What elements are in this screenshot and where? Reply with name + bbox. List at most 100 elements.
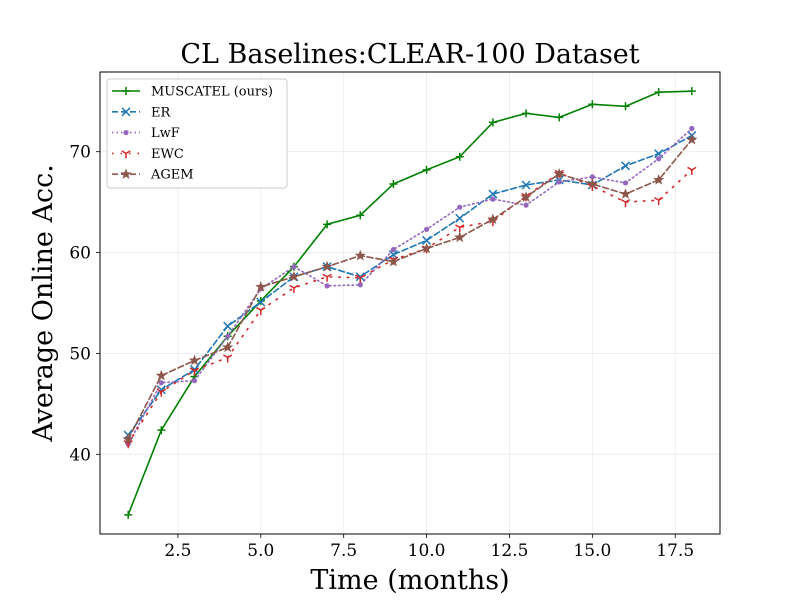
data-point-muscatel-ours	[687, 87, 696, 96]
data-point-er	[189, 365, 200, 375]
legend-item-er: ER	[112, 105, 171, 120]
data-point-agem	[255, 281, 267, 292]
data-point-agem	[222, 341, 234, 353]
data-point-lwf	[390, 246, 397, 253]
x-axis-label: Time (months)	[310, 565, 509, 596]
data-point-ewc	[322, 273, 332, 282]
data-point-agem	[487, 213, 499, 225]
x-tick-label: 17.5	[656, 541, 694, 561]
data-point-lwf	[291, 264, 297, 270]
legend-marker-ewc	[121, 150, 131, 159]
series-agem	[122, 133, 698, 444]
data-point-lwf	[191, 378, 198, 384]
data-point-ewc	[222, 354, 233, 363]
data-point-muscatel-ours	[555, 113, 564, 122]
data-point-muscatel-ours	[124, 510, 133, 519]
chart-title: CL Baselines:CLEAR-100 Dataset	[180, 39, 639, 70]
data-point-agem	[454, 231, 466, 243]
series-layer	[122, 87, 698, 519]
data-point-lwf	[490, 196, 496, 202]
legend-item-ewc: EWC	[112, 147, 184, 162]
data-point-lwf	[523, 202, 529, 208]
legend-marker-agem	[120, 168, 132, 179]
data-point-er	[355, 272, 365, 282]
x-tick-label: 5.0	[247, 541, 274, 561]
data-point-er	[422, 235, 432, 245]
plot-frame	[99, 71, 721, 535]
data-point-muscatel-ours	[488, 118, 497, 127]
legend: MUSCATEL (ours) ER LwF EWC AGEM	[106, 78, 288, 189]
data-point-agem	[321, 260, 333, 272]
data-point-agem	[188, 354, 201, 366]
gridlines	[100, 72, 720, 534]
data-point-agem	[421, 242, 433, 254]
data-point-lwf	[589, 174, 595, 180]
data-point-agem	[619, 188, 632, 199]
data-point-lwf	[556, 179, 562, 185]
data-point-agem	[288, 270, 300, 282]
series-line-ewc	[127, 169, 693, 445]
legend-label-ewc: EWC	[151, 147, 184, 162]
data-point-ewc	[620, 198, 631, 208]
data-point-agem	[520, 191, 532, 202]
series-line-agem	[127, 138, 693, 440]
data-point-er	[488, 189, 498, 199]
data-point-muscatel-ours	[522, 109, 531, 118]
data-point-lwf	[656, 156, 662, 162]
data-point-agem	[122, 433, 134, 444]
legend-label-muscatel-ours: MUSCATEL (ours)	[151, 85, 273, 100]
legend-marker-muscatel-ours	[122, 87, 130, 95]
data-point-muscatel-ours	[621, 102, 630, 111]
data-point-agem	[553, 168, 565, 179]
x-tick-label: 15.0	[573, 541, 611, 561]
data-point-agem	[686, 133, 698, 145]
data-point-muscatel-ours	[323, 220, 332, 229]
legend-item-muscatel-ours: MUSCATEL (ours)	[112, 85, 273, 100]
data-point-agem	[354, 249, 366, 261]
y-tick-label: 70	[69, 143, 91, 163]
y-axis-label: Average Online Acc.	[28, 164, 59, 443]
data-point-lwf	[689, 125, 695, 132]
x-tick-label: 2.5	[164, 541, 191, 561]
data-point-er	[455, 213, 465, 223]
data-point-agem	[586, 178, 598, 189]
y-tick-label: 60	[69, 244, 91, 264]
data-point-muscatel-ours	[356, 211, 365, 220]
series-line-lwf	[127, 127, 693, 446]
data-point-er	[256, 297, 266, 307]
data-point-lwf	[357, 282, 363, 288]
legend-item-lwf: LwF	[112, 126, 180, 141]
data-point-er	[521, 180, 531, 190]
legend-frame	[106, 78, 288, 189]
legend-label-lwf: LwF	[151, 126, 180, 141]
data-point-lwf	[457, 204, 463, 210]
data-point-ewc	[289, 284, 299, 293]
data-point-muscatel-ours	[157, 426, 166, 435]
data-point-ewc	[687, 166, 697, 175]
y-tick-label: 50	[69, 344, 91, 364]
data-point-agem	[653, 174, 665, 185]
data-point-lwf	[225, 333, 231, 339]
data-point-ewc	[355, 274, 365, 283]
y-tick-label: 40	[69, 445, 91, 465]
data-point-ewc	[189, 367, 200, 376]
data-point-muscatel-ours	[389, 179, 398, 188]
data-point-muscatel-ours	[588, 100, 597, 109]
data-point-agem	[387, 255, 399, 267]
x-tick-label: 12.5	[491, 541, 529, 561]
data-point-ewc	[256, 306, 266, 316]
data-point-lwf	[423, 226, 430, 232]
data-point-agem	[155, 369, 167, 381]
series-lwf	[125, 125, 695, 447]
data-point-muscatel-ours	[455, 152, 464, 161]
x-tick-label: 10.0	[408, 541, 446, 561]
data-point-lwf	[324, 283, 330, 289]
data-point-muscatel-ours	[654, 88, 663, 97]
data-point-lwf	[622, 180, 629, 186]
x-tick-label: 7.5	[330, 541, 357, 561]
legend-marker-er	[121, 107, 131, 117]
data-point-ewc	[455, 224, 465, 233]
series-line-er	[127, 134, 693, 436]
data-point-muscatel-ours	[422, 165, 431, 174]
